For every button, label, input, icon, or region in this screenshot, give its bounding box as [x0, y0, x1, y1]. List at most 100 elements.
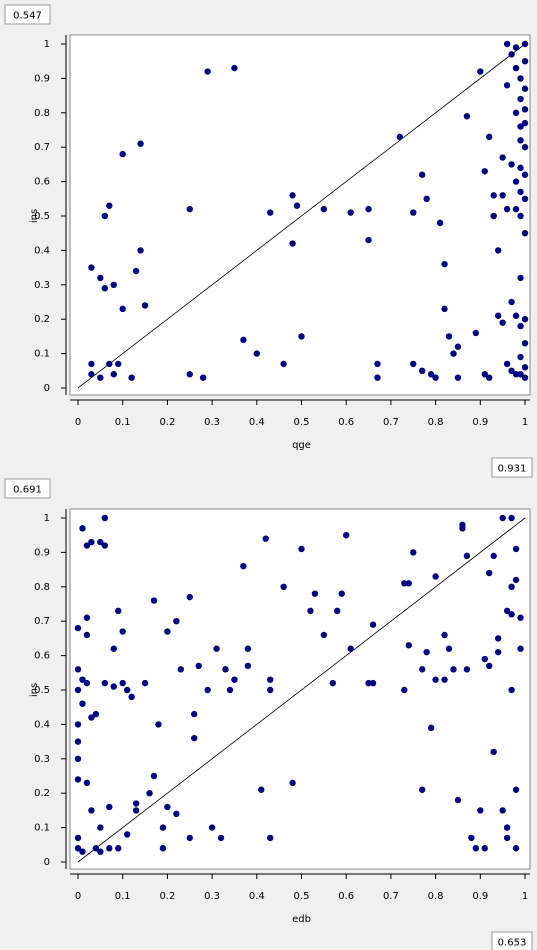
point: [406, 580, 412, 586]
point: [124, 831, 130, 837]
point: [423, 196, 429, 202]
x-tick-label: 0.1: [115, 417, 131, 428]
point: [191, 711, 197, 717]
point: [120, 306, 126, 312]
point: [204, 687, 210, 693]
point: [522, 196, 528, 202]
point: [370, 680, 376, 686]
y-axis-title: ins: [29, 683, 40, 697]
point: [330, 680, 336, 686]
point: [254, 350, 260, 356]
point: [88, 807, 94, 813]
point: [240, 337, 246, 343]
point: [517, 165, 523, 171]
point: [517, 96, 523, 102]
point: [75, 776, 81, 782]
point: [133, 800, 139, 806]
point: [245, 663, 251, 669]
point: [370, 621, 376, 627]
point: [464, 553, 470, 559]
point: [84, 615, 90, 621]
point: [499, 154, 505, 160]
point: [477, 807, 483, 813]
x-tick-label: 0.6: [338, 891, 354, 902]
point: [258, 787, 264, 793]
x-tick-label: 0.7: [383, 891, 399, 902]
point: [164, 628, 170, 634]
point: [486, 663, 492, 669]
point: [334, 608, 340, 614]
point: [218, 835, 224, 841]
point: [88, 371, 94, 377]
point: [111, 683, 117, 689]
point: [195, 663, 201, 669]
point: [124, 687, 130, 693]
y-tick-label: 0: [44, 383, 50, 394]
value-box-label: 0.931: [498, 464, 527, 475]
point: [245, 646, 251, 652]
point: [289, 780, 295, 786]
point: [508, 584, 514, 590]
point: [522, 144, 528, 150]
point: [522, 364, 528, 370]
point: [142, 302, 148, 308]
x-tick-label: 0.9: [472, 891, 488, 902]
point: [499, 319, 505, 325]
point: [365, 206, 371, 212]
point: [473, 330, 479, 336]
point: [513, 44, 519, 50]
point: [106, 804, 112, 810]
point: [97, 275, 103, 281]
y-tick-label: 0.1: [34, 349, 50, 360]
point: [504, 835, 510, 841]
point: [450, 350, 456, 356]
point: [111, 282, 117, 288]
point: [522, 58, 528, 64]
point: [513, 577, 519, 583]
point: [495, 649, 501, 655]
point: [128, 374, 134, 380]
x-tick-label: 0.2: [159, 417, 175, 428]
point: [522, 316, 528, 322]
point: [137, 247, 143, 253]
point: [473, 845, 479, 851]
point: [137, 141, 143, 147]
point: [486, 134, 492, 140]
point: [477, 68, 483, 74]
point: [464, 113, 470, 119]
point: [187, 371, 193, 377]
point: [84, 780, 90, 786]
point: [280, 584, 286, 590]
y-tick-label: 0.2: [34, 314, 50, 325]
point: [522, 340, 528, 346]
point: [307, 608, 313, 614]
y-tick-label: 0.4: [34, 245, 50, 256]
x-tick-label: 0.9: [472, 417, 488, 428]
y-tick-label: 0.3: [34, 754, 50, 765]
point: [111, 371, 117, 377]
point: [267, 676, 273, 682]
point: [120, 151, 126, 157]
point: [491, 749, 497, 755]
x-tick-label: 0.3: [204, 417, 220, 428]
point: [491, 553, 497, 559]
point: [115, 845, 121, 851]
point: [513, 110, 519, 116]
point: [513, 206, 519, 212]
point: [347, 646, 353, 652]
point: [267, 687, 273, 693]
point: [486, 374, 492, 380]
point: [339, 590, 345, 596]
point: [222, 666, 228, 672]
point: [486, 570, 492, 576]
y-tick-label: 1: [44, 513, 50, 524]
point: [419, 666, 425, 672]
point: [499, 192, 505, 198]
point: [499, 807, 505, 813]
point: [75, 835, 81, 841]
point: [508, 161, 514, 167]
point: [102, 285, 108, 291]
point: [227, 687, 233, 693]
point: [508, 51, 514, 57]
point: [79, 525, 85, 531]
